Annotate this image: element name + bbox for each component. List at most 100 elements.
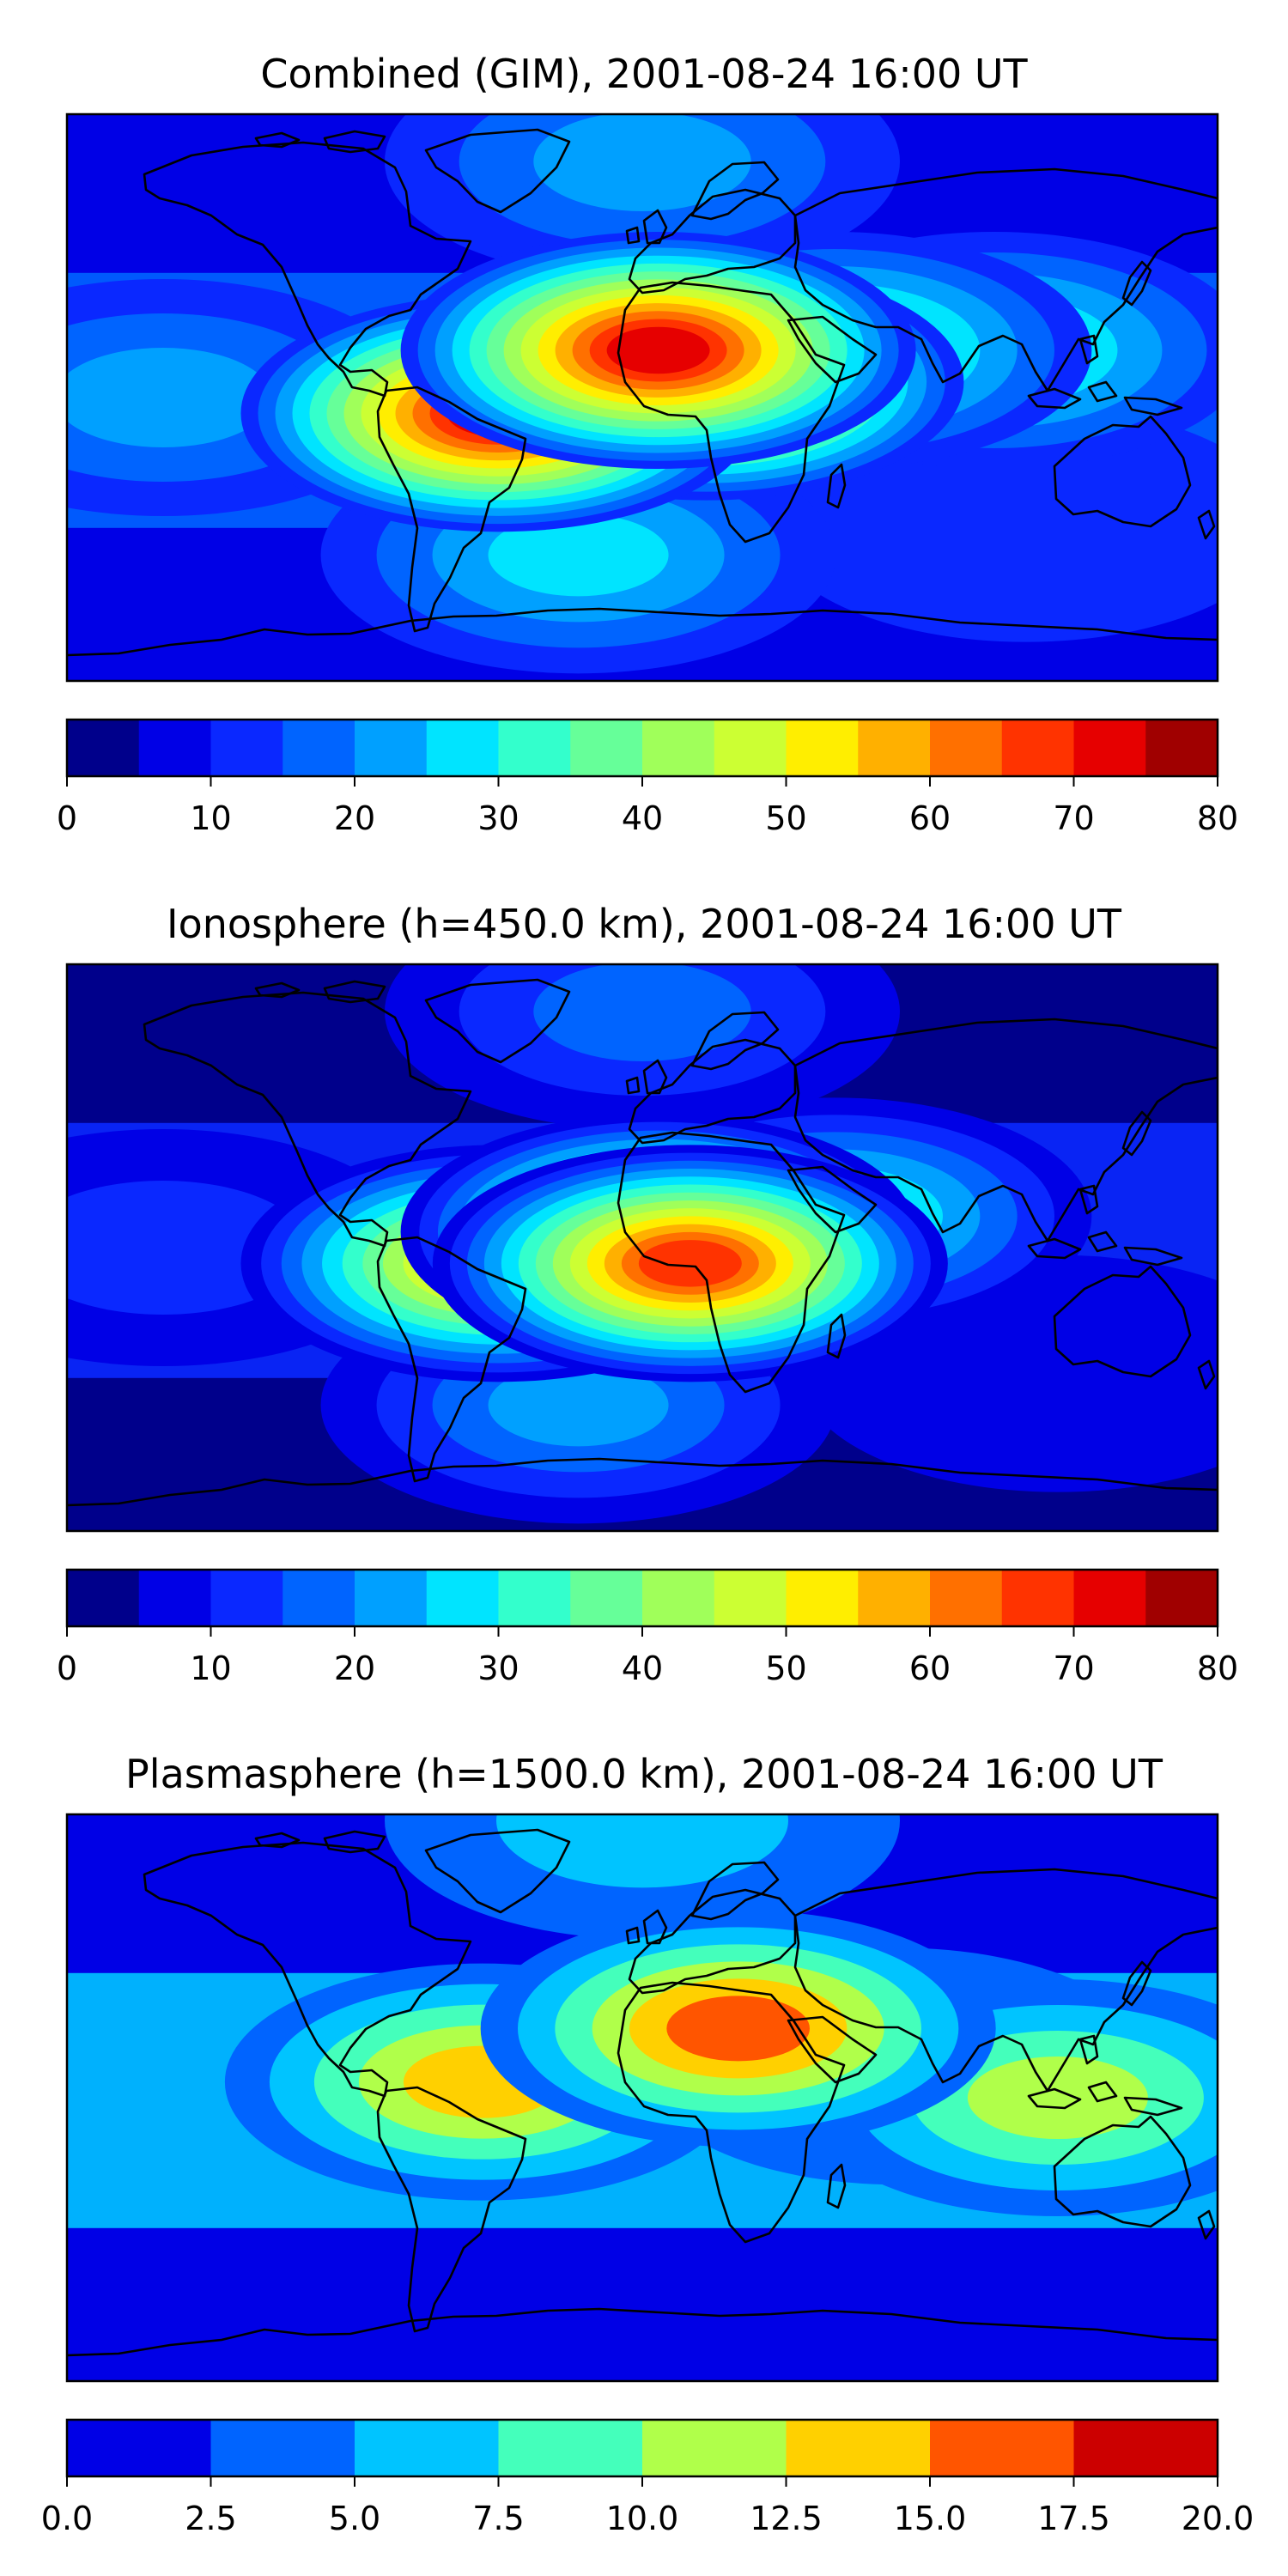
colorbar-segment [138, 720, 211, 776]
colorbar-tick-label: 12.5 [750, 2500, 823, 2537]
colorbar-segment [498, 2420, 643, 2476]
colorbar-tick-label: 5.0 [329, 2500, 380, 2537]
colorbar-tick-label: 10 [190, 799, 231, 837]
colorbar-segment [1145, 1570, 1218, 1626]
colorbar-segment [1073, 1570, 1146, 1626]
colorbar-tick-label: 40 [622, 1649, 663, 1687]
contour-field [67, 1814, 1218, 2381]
colorbar: 0.0 2.5 5.0 7.5 10.0 12.5 15.0 17.5 20.0 [41, 2418, 1255, 2537]
map-frame [65, 112, 1219, 683]
colorbar-segment [67, 2420, 211, 2476]
colorbar-tick-label: 70 [1053, 799, 1094, 837]
colorbar-segment [642, 720, 715, 776]
colorbar-segment [355, 2420, 499, 2476]
colorbar-tick-label: 2.5 [185, 2500, 236, 2537]
contour-level [488, 513, 669, 597]
colorbar-segment [714, 1570, 787, 1626]
colorbar-segment [283, 1570, 355, 1626]
map-frame [65, 1813, 1219, 2383]
colorbar-segment [67, 1570, 140, 1626]
colorbar-segment [138, 1570, 211, 1626]
panel-3: Plasmasphere (h=1500.0 km), 2001-08-24 1… [41, 1751, 1255, 2537]
colorbar-segment [355, 1570, 428, 1626]
colorbar-segment [210, 1570, 283, 1626]
colorbar-segment [786, 1570, 859, 1626]
colorbar-segment [786, 2420, 931, 2476]
field-feature [480, 1910, 996, 2148]
contour-level [606, 326, 710, 374]
colorbar-segment [498, 720, 571, 776]
colorbar-segment [930, 1570, 1003, 1626]
colorbar-segment [714, 720, 787, 776]
map-area [65, 963, 1219, 1533]
colorbar-segment [426, 720, 499, 776]
panel-title: Combined (GIM), 2001-08-24 16:00 UT [260, 51, 1028, 97]
colorbar-segment [355, 720, 428, 776]
colorbar-tick-label: 40 [622, 799, 663, 837]
colorbar-segment [67, 720, 140, 776]
panel-1: Combined (GIM), 2001-08-24 16:00 UT 0 10 20… [57, 51, 1238, 837]
colorbar-segment [1001, 720, 1074, 776]
colorbar-tick-label: 60 [909, 799, 951, 837]
colorbar-tick-label: 0 [57, 799, 77, 837]
colorbar-segment [210, 720, 283, 776]
colorbar-tick-label: 50 [765, 799, 806, 837]
colorbar-tick-label: 7.5 [472, 2500, 524, 2537]
colorbar-segment [642, 1570, 715, 1626]
colorbar-segment [498, 1570, 571, 1626]
colorbar-tick-label: 70 [1053, 1649, 1094, 1687]
colorbar-segment [642, 2420, 787, 2476]
contour-level [666, 1996, 811, 2062]
colorbar-tick-label: 0 [57, 1649, 77, 1687]
colorbar-tick-label: 30 [477, 799, 519, 837]
field-feature [385, 964, 900, 1130]
contour-level [496, 1814, 788, 1888]
field-feature [385, 1814, 900, 1940]
colorbar: 0 10 20 30 40 50 60 70 80 [57, 718, 1238, 837]
colorbar-tick-label: 10 [190, 1649, 231, 1687]
colorbar-segment [1073, 2420, 1218, 2476]
field-feature [385, 114, 900, 280]
colorbar-tick-label: 10.0 [606, 2500, 679, 2537]
colorbar-segment [1073, 720, 1146, 776]
colorbar-segment [858, 720, 931, 776]
map-area [65, 112, 1219, 683]
contour-level [533, 114, 751, 211]
colorbar-segment [283, 720, 355, 776]
colorbar-segment [1145, 720, 1218, 776]
colorbar-segment [930, 2420, 1074, 2476]
colorbar-segment [786, 720, 859, 776]
contour-level [67, 348, 272, 447]
contour-level [533, 964, 751, 1061]
panels: Combined (GIM), 2001-08-24 16:00 UT 0 10 20… [41, 51, 1255, 2537]
field-feature [400, 232, 916, 469]
field-feature [432, 1145, 948, 1382]
colorbar-tick-label: 0.0 [41, 2500, 93, 2537]
contour-field [67, 964, 1218, 1531]
colorbar-segment [930, 720, 1003, 776]
colorbar-segment [210, 2420, 355, 2476]
colorbar: 0 10 20 30 40 50 60 70 80 [57, 1568, 1238, 1687]
colorbar-segment [570, 720, 643, 776]
contour-level [638, 1240, 742, 1287]
map-area [65, 1813, 1219, 2383]
map-frame [65, 963, 1219, 1533]
colorbar-tick-label: 15.0 [894, 2500, 967, 2537]
colorbar-segment [570, 1570, 643, 1626]
panel-2: Ionosphere (h=450.0 km), 2001-08-24 16:0… [57, 901, 1238, 1687]
contour-level [967, 2057, 1148, 2139]
colorbar-tick-label: 20.0 [1182, 2500, 1255, 2537]
colorbar-tick-label: 20 [334, 799, 375, 837]
contour-level [488, 1364, 669, 1447]
colorbar-segment [426, 1570, 499, 1626]
panel-title: Plasmasphere (h=1500.0 km), 2001-08-24 1… [125, 1751, 1163, 1797]
colorbar-tick-label: 80 [1197, 799, 1238, 837]
colorbar-tick-label: 17.5 [1037, 2500, 1110, 2537]
colorbar-tick-label: 20 [334, 1649, 375, 1687]
colorbar-segment [1001, 1570, 1074, 1626]
colorbar-tick-label: 50 [765, 1649, 806, 1687]
colorbar-tick-label: 30 [477, 1649, 519, 1687]
colorbar-segment [858, 1570, 931, 1626]
